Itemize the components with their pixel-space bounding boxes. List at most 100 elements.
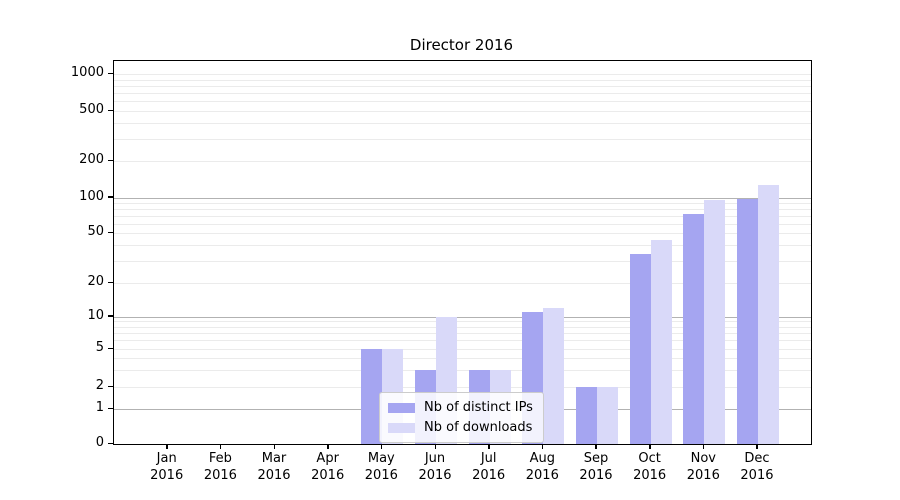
legend-label-downloads: Nb of downloads <box>424 420 533 435</box>
gridline-minor-9 <box>114 321 811 323</box>
ytick-mark-20 <box>108 281 113 283</box>
xtick-month: Sep <box>583 451 609 466</box>
bar-distinct-ips-sep <box>575 387 597 444</box>
ytick-mark-1 <box>108 407 113 409</box>
xtick-mark-may <box>380 444 383 449</box>
bar-downloads-nov <box>704 200 726 444</box>
xtick-year: 2016 <box>579 468 613 483</box>
xtick-mark-aug <box>541 444 544 449</box>
xtick-label-mar: Mar 2016 <box>242 450 306 484</box>
gridline-minor-70 <box>114 215 811 217</box>
legend-swatch-distinct-ips <box>388 402 415 413</box>
ytick-label-1: 1 <box>95 400 104 415</box>
gridline-minor-500 <box>114 111 811 112</box>
xtick-label-nov: Nov 2016 <box>671 450 735 484</box>
xtick-label-oct: Oct 2016 <box>618 450 682 484</box>
xtick-label-feb: Feb 2016 <box>188 450 252 484</box>
xtick-mark-sep <box>595 444 597 449</box>
xtick-mark-jan <box>166 444 168 449</box>
ytick-label-2: 2 <box>95 378 104 393</box>
xtick-label-dec: Dec 2016 <box>725 450 789 484</box>
xtick-label-jun: Jun 2016 <box>403 450 467 484</box>
ytick-label-0: 0 <box>95 435 104 450</box>
ytick-label-1000: 1000 <box>70 65 104 80</box>
legend-item-downloads: Nb of downloads <box>388 420 533 435</box>
xtick-mark-apr <box>327 444 329 449</box>
bar-distinct-ips-dec <box>736 199 758 444</box>
gridline-minor-60 <box>114 223 811 225</box>
gridline-minor-600 <box>114 101 811 103</box>
gridline-minor-80 <box>114 209 811 211</box>
xtick-month: Mar <box>261 451 287 466</box>
ytick-label-100: 100 <box>79 188 104 204</box>
gridline-minor-8 <box>114 326 811 328</box>
bar-downloads-oct <box>650 239 672 444</box>
xtick-month: Aug <box>529 451 555 466</box>
bar-distinct-ips-oct <box>629 254 651 444</box>
gridline-minor-4 <box>114 358 811 360</box>
gridline-minor-7 <box>114 333 811 335</box>
xtick-year: 2016 <box>257 468 291 483</box>
gridline-minor-6 <box>114 340 811 342</box>
xtick-year: 2016 <box>311 468 345 483</box>
ytick-mark-50 <box>108 231 113 233</box>
gridline-minor-700 <box>114 93 811 95</box>
legend: Nb of distinct IPs Nb of downloads <box>379 392 544 443</box>
xtick-month: Dec <box>744 451 770 466</box>
ytick-mark-200 <box>108 159 113 161</box>
gridline-major-100 <box>114 197 811 199</box>
bar-downloads-aug <box>543 307 565 444</box>
gridline-minor-50 <box>114 233 811 234</box>
xtick-month: Oct <box>638 451 661 466</box>
xtick-month: Jul <box>480 451 497 466</box>
xtick-month: Jan <box>156 451 177 466</box>
ytick-mark-0 <box>108 442 113 444</box>
gridline-minor-5 <box>114 349 811 350</box>
ytick-mark-100 <box>108 196 113 198</box>
xtick-month: Jun <box>424 451 446 466</box>
ytick-label-200: 200 <box>79 152 104 167</box>
ytick-label-10: 10 <box>87 307 104 323</box>
xtick-mark-oct <box>649 444 651 449</box>
plot-area: Nb of distinct IPs Nb of downloads <box>113 60 812 445</box>
xtick-year: 2016 <box>203 468 237 483</box>
bar-distinct-ips-nov <box>683 214 705 444</box>
xtick-month: May <box>367 451 395 466</box>
gridline-minor-2 <box>114 387 811 388</box>
legend-swatch-downloads <box>388 422 415 433</box>
xtick-label-sep: Sep 2016 <box>564 450 628 484</box>
ytick-label-5: 5 <box>95 340 104 355</box>
xtick-mark-feb <box>219 444 222 449</box>
chart-title: Director 2016 <box>409 36 514 54</box>
xtick-year: 2016 <box>525 468 559 483</box>
ytick-mark-1000 <box>108 72 113 74</box>
bar-distinct-ips-may <box>361 349 383 444</box>
gridline-minor-40 <box>114 245 811 247</box>
gridline-minor-300 <box>114 138 811 140</box>
ytick-mark-10 <box>108 315 113 317</box>
xtick-year: 2016 <box>686 468 720 483</box>
xtick-year: 2016 <box>418 468 452 483</box>
xtick-month: Apr <box>316 451 339 466</box>
xtick-year: 2016 <box>150 468 184 483</box>
xtick-label-may: May 2016 <box>349 450 413 484</box>
ytick-mark-2 <box>108 385 113 387</box>
xtick-mark-nov <box>702 444 705 449</box>
xtick-month: Nov <box>690 451 716 466</box>
xtick-year: 2016 <box>633 468 667 483</box>
xtick-label-aug: Aug 2016 <box>510 450 574 484</box>
bar-downloads-dec <box>757 185 779 444</box>
xtick-mark-jul <box>488 444 490 449</box>
xtick-mark-jun <box>434 444 436 449</box>
ytick-mark-5 <box>108 347 113 349</box>
gridline-major-10 <box>114 316 811 318</box>
xtick-year: 2016 <box>740 468 774 483</box>
gridline-minor-800 <box>114 85 811 87</box>
ytick-label-50: 50 <box>87 224 104 239</box>
gridline-minor-900 <box>114 79 811 81</box>
xtick-month: Feb <box>208 451 232 466</box>
gridline-minor-3 <box>114 370 811 372</box>
xtick-label-apr: Apr 2016 <box>296 450 360 484</box>
xtick-label-jul: Jul 2016 <box>457 450 521 484</box>
